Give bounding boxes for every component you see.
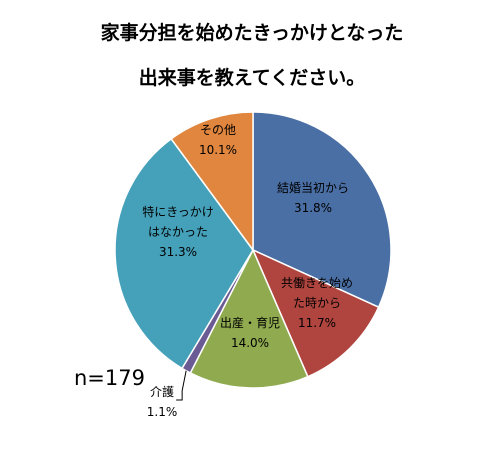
leader-line-kaigo <box>176 370 187 401</box>
slice-label-4-line-0: 特にきっかけ <box>142 204 214 219</box>
pie-slice-5 <box>170 111 254 253</box>
slice-percent-4: 31.3% <box>159 245 197 259</box>
slice-percent-1: 11.7% <box>298 316 336 330</box>
slice-label-0-line-0: 結婚当初から <box>277 181 349 195</box>
chart-title-line-2: 出来事を教えてください。 <box>138 67 366 89</box>
slice-label-1-line-0: 共働きを始め <box>281 276 353 290</box>
pie-slice-2 <box>189 248 309 389</box>
slice-label-4-line-1: はなかった <box>148 225 208 239</box>
chart-title-line-1: 家事分担を始めたきっかけとなった <box>100 22 404 44</box>
slice-label-2-line-0: 出産・育児 <box>220 315 280 330</box>
pie-slice-4 <box>114 137 254 370</box>
slice-percent-2: 14.0% <box>231 336 269 350</box>
sample-size-label: n=179 <box>74 366 145 390</box>
slice-label-1-line-1: た時から <box>293 296 341 310</box>
slice-percent-5: 10.1% <box>199 143 237 157</box>
slice-percent-3: 1.1% <box>147 405 178 419</box>
slice-percent-0: 31.8% <box>294 201 332 215</box>
pie-slices <box>114 111 392 389</box>
slice-label-5-line-0: その他 <box>200 123 236 137</box>
slice-label-3-line-0: 介護 <box>150 384 174 399</box>
pie-slice-1 <box>251 248 380 378</box>
pie-slice-0 <box>252 111 392 309</box>
